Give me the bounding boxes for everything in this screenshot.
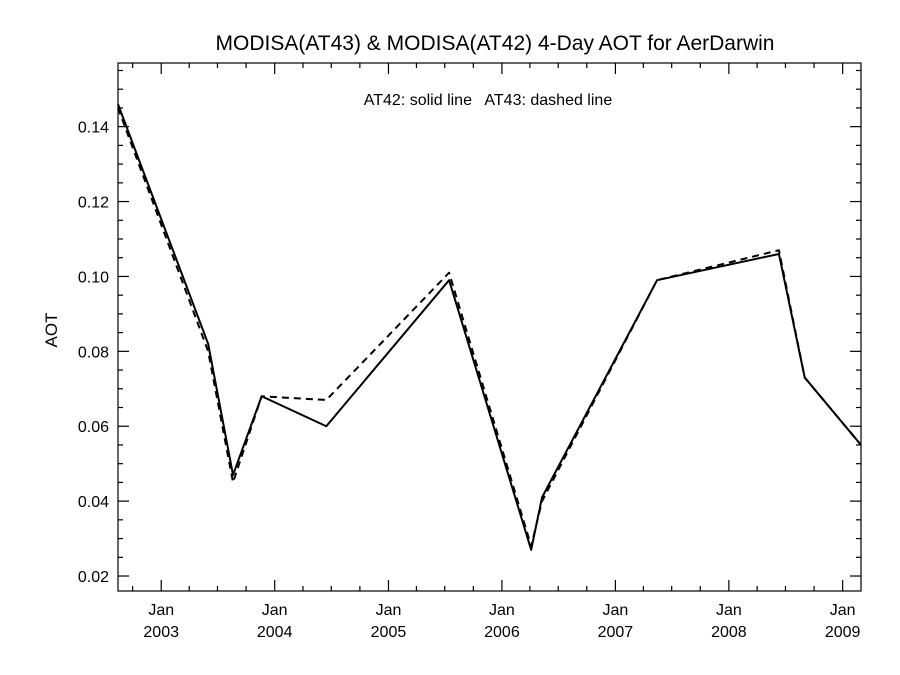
x-tick-year-label: 2009	[825, 624, 861, 641]
y-tick-label: 0.12	[78, 195, 109, 212]
series-line-at42	[117, 103, 862, 551]
y-tick-label: 0.14	[78, 120, 109, 137]
y-tick-label: 0.08	[78, 344, 109, 361]
y-axis-label: AOT	[42, 313, 61, 348]
series-layer	[117, 103, 862, 551]
axis-tick-labels: 0.02 0.04 0.06 0.08 0.10 0.12 0.14 Jan 2003 Jan 20…	[78, 120, 861, 641]
y-tick-label: 0.10	[78, 269, 109, 286]
x-tick-month-label: Jan	[376, 602, 402, 619]
x-tick-month-label: Jan	[603, 602, 629, 619]
plot-frame	[117, 62, 862, 592]
series-annotation: AT42: solid line AT43: dashed line	[364, 92, 613, 109]
x-tick-month-label: Jan	[148, 602, 174, 619]
x-tick-year-label: 2005	[371, 624, 407, 641]
y-tick-label: 0.04	[78, 494, 109, 511]
axis-ticks	[118, 63, 861, 591]
chart-title: MODISA(AT43) & MODISA(AT42) 4-Day AOT fo…	[216, 32, 775, 55]
x-tick-month-label: Jan	[489, 602, 515, 619]
y-tick-label: 0.02	[78, 569, 109, 586]
x-tick-year-label: 2004	[257, 624, 293, 641]
x-tick-month-label: Jan	[830, 602, 856, 619]
x-tick-month-label: Jan	[262, 602, 288, 619]
x-tick-year-label: 2007	[598, 624, 634, 641]
x-tick-year-label: 2008	[711, 624, 747, 641]
y-tick-label: 0.06	[78, 419, 109, 436]
series-line-at43	[117, 107, 862, 548]
x-tick-month-label: Jan	[716, 602, 742, 619]
x-tick-year-label: 2006	[484, 624, 520, 641]
x-tick-year-label: 2003	[143, 624, 179, 641]
